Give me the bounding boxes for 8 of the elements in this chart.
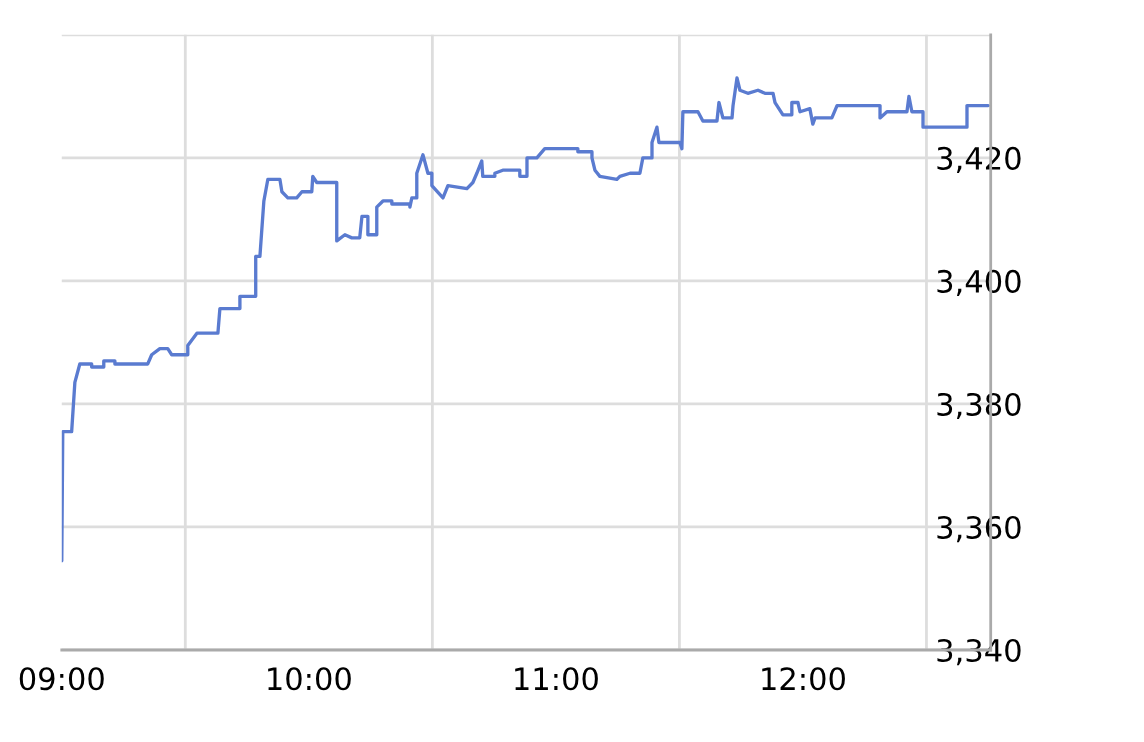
- x-tick-label: 11:00: [515, 667, 598, 691]
- y-tick-label: 3,360: [937, 515, 1021, 543]
- x-tick-label: 12:00: [762, 667, 845, 691]
- x-tick-label: 09:00: [19, 667, 104, 691]
- y-tick-label: 3,400: [937, 269, 1021, 297]
- y-tick-label: 3,380: [937, 392, 1021, 420]
- y-tick-label: 3,420: [937, 146, 1021, 174]
- x-tick-label: 10:00: [268, 667, 351, 691]
